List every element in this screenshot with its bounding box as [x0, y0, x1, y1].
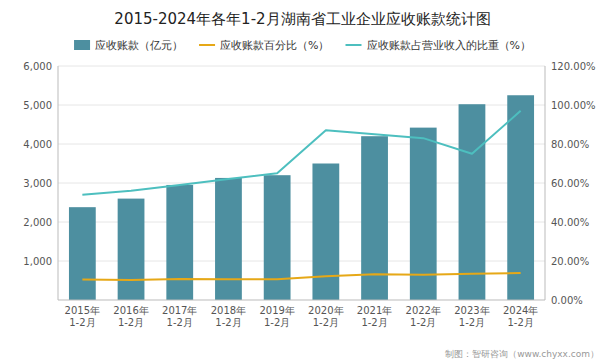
line [82, 273, 520, 280]
x-tick-label-line: 1-2月 [215, 317, 241, 328]
x-tick-label-line: 2015年 [65, 305, 100, 316]
x-tick-label-line: 2016年 [113, 305, 148, 316]
x-tick-label-line: 1-2月 [361, 317, 387, 328]
x-tick-label-line: 2017年 [162, 305, 197, 316]
x-tick-label: 2024年1-2月 [503, 305, 538, 328]
y-tick-label: 2,000 [23, 217, 52, 228]
y2-tick-label: 80.00% [551, 139, 589, 150]
chart: 2015-2024年各年1-2月湖南省工业企业应收账款统计图 1,000 2,000… [0, 0, 605, 363]
x-tick-label-line: 2019年 [259, 305, 294, 316]
legend-label: 应收账款（亿元） [95, 39, 183, 52]
legend-item: 应收账款百分比（%） [199, 39, 329, 52]
x-tick-label-line: 1-2月 [167, 317, 193, 328]
y-axis [58, 66, 59, 300]
x-tick-label: 2022年1-2月 [406, 305, 441, 328]
x-tick-label-line: 1-2月 [264, 317, 290, 328]
legend: 应收账款（亿元） 应收账款百分比（%） 应收账款占营业收入的比重（%） [74, 39, 531, 52]
y2-tick-label: 100.00% [551, 100, 596, 111]
y2-tick-label: 40.00% [551, 217, 589, 228]
x-tick-label: 2015年1-2月 [65, 305, 100, 328]
x-tick-label: 2018年1-2月 [211, 305, 246, 328]
x-tick-label-line: 2024年 [503, 305, 538, 316]
bar [118, 199, 145, 300]
x-tick-label-line: 2020年 [308, 305, 343, 316]
y2-axis [545, 66, 546, 300]
y2-tick-label: 0.00% [551, 295, 583, 306]
legend-swatch [74, 40, 90, 50]
y-tick-label: 1,000 [23, 256, 52, 267]
bar [69, 207, 96, 300]
y-tick-label: 4,000 [23, 139, 52, 150]
y-tick-label: 3,000 [23, 178, 52, 189]
x-tick-label-line: 2018年 [211, 305, 246, 316]
y2-tick-label: 20.00% [551, 256, 589, 267]
x-tick-label-line: 1-2月 [69, 317, 95, 328]
x-tick-label-line: 1-2月 [410, 317, 436, 328]
bar [507, 95, 534, 300]
legend-swatch [199, 44, 215, 46]
y2-tick-label: 60.00% [551, 178, 589, 189]
legend-item: 应收账款（亿元） [74, 39, 183, 52]
line [82, 111, 520, 195]
x-tick-label-line: 2021年 [357, 305, 392, 316]
legend-swatch [346, 44, 362, 46]
bar [264, 175, 291, 300]
legend-label: 应收账款百分比（%） [220, 39, 329, 52]
bar [312, 164, 339, 301]
x-axis [58, 300, 545, 301]
y-tick-label: 6,000 [23, 61, 52, 72]
x-tick-label-line: 2023年 [454, 305, 489, 316]
background [0, 0, 605, 363]
x-tick-label: 2021年1-2月 [357, 305, 392, 328]
bar [215, 178, 242, 300]
legend-label: 应收账款占营业收入的比重（%） [367, 39, 531, 52]
x-tick-label: 2017年1-2月 [162, 305, 197, 328]
x-tick-label: 2019年1-2月 [259, 305, 294, 328]
x-tick-label-line: 1-2月 [507, 317, 533, 328]
bar [459, 104, 486, 300]
x-tick-label: 2016年1-2月 [113, 305, 148, 328]
grid-line [58, 66, 545, 67]
x-tick-label-line: 2022年 [406, 305, 441, 316]
legend-item: 应收账款占营业收入的比重（%） [346, 39, 531, 52]
footer: 制图：智研咨询（www.chyxx.com） [445, 349, 599, 359]
x-tick-label: 2023年1-2月 [454, 305, 489, 328]
bar [166, 185, 193, 300]
x-tick-label-line: 1-2月 [459, 317, 485, 328]
x-tick-label-line: 1-2月 [313, 317, 339, 328]
x-tick-label-line: 1-2月 [118, 317, 144, 328]
x-tick-label: 2020年1-2月 [308, 305, 343, 328]
y-tick-label: 5,000 [23, 100, 52, 111]
plot-area [69, 95, 534, 300]
y2-tick-label: 120.00% [551, 61, 596, 72]
title: 2015-2024年各年1-2月湖南省工业企业应收账款统计图 [114, 10, 490, 28]
